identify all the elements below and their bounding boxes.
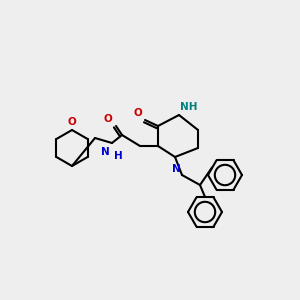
Text: O: O — [68, 117, 76, 127]
Text: N: N — [172, 164, 180, 174]
Text: O: O — [103, 114, 112, 124]
Text: NH: NH — [180, 102, 197, 112]
Text: N: N — [101, 147, 110, 157]
Text: O: O — [133, 108, 142, 118]
Text: H: H — [114, 151, 123, 161]
